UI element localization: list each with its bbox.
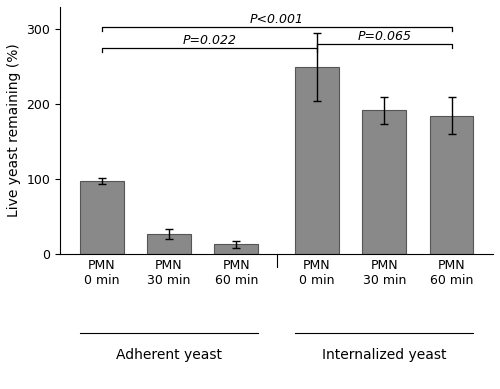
Bar [362,110,406,254]
Text: P=0.065: P=0.065 [357,30,411,43]
Bar [147,234,191,254]
Bar [80,181,124,254]
Text: P<0.001: P<0.001 [250,13,304,26]
Bar [295,67,339,254]
Text: Internalized yeast: Internalized yeast [322,348,446,362]
Bar [214,245,258,254]
Text: Adherent yeast: Adherent yeast [116,348,222,362]
Text: P=0.022: P=0.022 [182,34,236,47]
Y-axis label: Live yeast remaining (%): Live yeast remaining (%) [7,44,21,217]
Bar [430,116,474,254]
